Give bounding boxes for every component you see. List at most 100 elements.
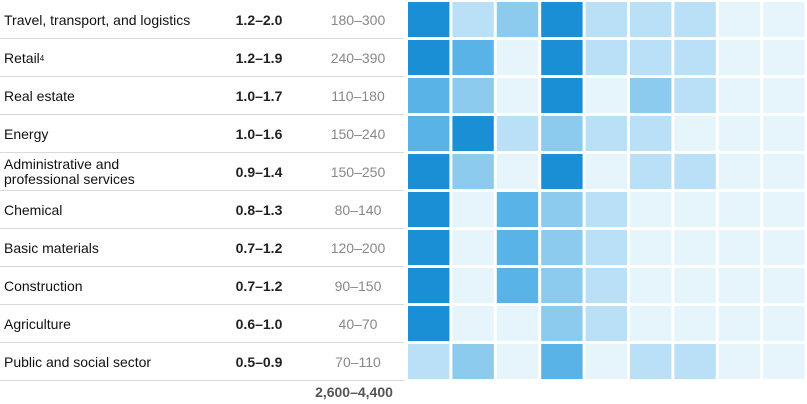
heatmap-cell <box>630 344 672 379</box>
heatmap-cell <box>674 344 716 379</box>
table-row: Energy 1.0–1.6 150–240 <box>0 115 404 153</box>
row-label-text: Energy <box>4 125 49 142</box>
heatmap-cell <box>763 268 805 303</box>
heatmap-cell <box>763 230 805 265</box>
row-label-text: Travel, transport, and logistics <box>4 11 191 28</box>
heatmap-cell <box>763 344 805 379</box>
heatmap-cell <box>408 78 450 113</box>
row-divider <box>0 304 404 305</box>
heatmap-cell <box>408 116 450 151</box>
heatmap-cell <box>541 306 583 341</box>
heatmap-cell <box>452 230 494 265</box>
row-divider <box>0 266 404 267</box>
row-divider <box>0 38 404 39</box>
heatmap-cell <box>496 344 539 379</box>
heatmap-cell <box>674 154 716 189</box>
heatmap-cell <box>541 344 583 379</box>
table-row: Public and social sector 0.5–0.9 70–110 <box>0 343 404 381</box>
heatmap-cell <box>718 78 761 113</box>
row-divider <box>0 342 404 343</box>
row-value: 240–390 <box>330 50 386 66</box>
row-value: 120–200 <box>330 240 386 256</box>
heatmap-cell <box>408 268 450 303</box>
heatmap-cell <box>585 116 627 151</box>
heatmap-cell <box>452 268 494 303</box>
row-label: Administrative and professional services <box>4 153 214 191</box>
heatmap-cell <box>496 2 539 37</box>
row-range: 0.7–1.2 <box>235 278 283 294</box>
row-range: 1.0–1.6 <box>235 126 283 142</box>
row-value: 40–70 <box>338 316 378 332</box>
row-label-text: Retail <box>4 49 40 66</box>
row-range: 1.2–2.0 <box>235 12 283 28</box>
heatmap-cell <box>496 268 539 303</box>
heatmap-cell <box>452 116 494 151</box>
heatmap-cell <box>763 78 805 113</box>
row-divider <box>0 190 404 191</box>
heatmap-cell <box>585 192 627 227</box>
row-label: Construction <box>4 267 214 305</box>
total-value: 2,600–4,400 <box>315 384 393 400</box>
row-label-text: Public and social sector <box>4 353 152 370</box>
footnote-marker: 4 <box>39 53 45 63</box>
heatmap-cell <box>718 192 761 227</box>
table-row: Agriculture 0.6–1.0 40–70 <box>0 305 404 343</box>
heatmap-cell <box>674 268 716 303</box>
heatmap-cell <box>408 40 450 75</box>
table-row: Chemical 0.8–1.3 80–140 <box>0 191 404 229</box>
heatmap-cell <box>541 78 583 113</box>
heatmap-cell <box>718 268 761 303</box>
row-label: Public and social sector <box>4 343 214 381</box>
row-label: Basic materials <box>4 229 214 267</box>
heatmap-cell <box>496 306 539 341</box>
row-value: 70–110 <box>335 354 381 370</box>
row-label: Retail 4 <box>4 39 214 77</box>
heatmap-cell <box>541 268 583 303</box>
table-row: Basic materials 0.7–1.2 120–200 <box>0 229 404 267</box>
row-divider <box>0 228 404 229</box>
row-range: 1.0–1.7 <box>235 88 283 104</box>
heatmap-cell <box>630 192 672 227</box>
heatmap-cell <box>496 192 539 227</box>
heatmap-cell <box>674 116 716 151</box>
heatmap-cell <box>718 2 761 37</box>
heatmap-cell <box>585 306 627 341</box>
table-row: Construction 0.7–1.2 90–150 <box>0 267 404 305</box>
heatmap-cell <box>674 2 716 37</box>
heatmap-cell <box>541 154 583 189</box>
row-value: 90–150 <box>334 278 382 294</box>
row-label: Chemical <box>4 191 214 229</box>
row-value: 150–250 <box>330 164 386 180</box>
row-range: 0.5–0.9 <box>235 354 283 370</box>
heatmap-cell <box>496 154 539 189</box>
row-value: 180–300 <box>330 12 386 28</box>
row-divider <box>0 152 404 153</box>
heatmap-cell <box>585 78 627 113</box>
heatmap-cell <box>718 116 761 151</box>
heatmap-cell <box>496 230 539 265</box>
heatmap-cell <box>452 344 494 379</box>
heatmap-cell <box>585 2 627 37</box>
heatmap-cell <box>408 154 450 189</box>
heatmap-cell <box>541 2 583 37</box>
row-label: Travel, transport, and logistics <box>4 1 214 39</box>
heatmap-cell <box>763 154 805 189</box>
heatmap-cell <box>630 268 672 303</box>
heatmap-cell <box>496 40 539 75</box>
heatmap-cell <box>763 2 805 37</box>
heatmap-cell <box>408 192 450 227</box>
row-label-text: Construction <box>4 277 83 294</box>
heatmap-cell <box>674 230 716 265</box>
table-row: Travel, transport, and logistics 1.2–2.0 1… <box>0 1 404 39</box>
heatmap-cell <box>408 2 450 37</box>
row-label: Energy <box>4 115 214 153</box>
heatmap-cell <box>718 230 761 265</box>
row-label-text: Basic materials <box>4 239 99 256</box>
heatmap-cell <box>763 306 805 341</box>
heatmap-cell <box>408 344 450 379</box>
table-row: Administrative and professional services… <box>0 153 404 191</box>
row-label-text: Agriculture <box>4 315 71 332</box>
table-row: Retail 4 1.2–1.9 240–390 <box>0 39 404 77</box>
row-divider <box>0 114 404 115</box>
